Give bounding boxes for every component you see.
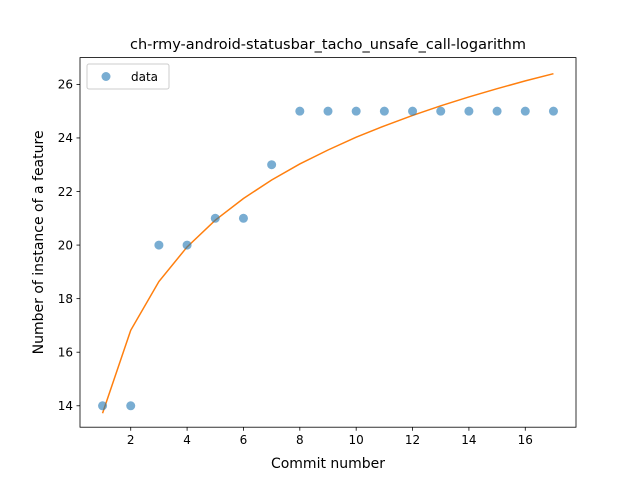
data-point [295, 106, 305, 116]
data-point [210, 213, 220, 223]
data-point [323, 106, 333, 116]
y-tick-label: 16 [58, 346, 73, 360]
y-tick-label: 18 [58, 292, 73, 306]
x-tick-label: 2 [127, 433, 135, 447]
x-axis-label: Commit number [271, 456, 385, 472]
y-tick-label: 26 [58, 78, 73, 92]
legend: data [86, 63, 170, 90]
x-tick-label: 14 [461, 433, 476, 447]
data-point [126, 401, 136, 411]
x-tick-label: 12 [405, 433, 420, 447]
data-point [379, 106, 389, 116]
data-point [267, 160, 277, 170]
data-point [351, 106, 361, 116]
fit-line [101, 72, 554, 414]
legend-marker-data [101, 72, 111, 81]
legend-frame [86, 63, 170, 90]
x-tick-label: 10 [349, 433, 364, 447]
data-point [548, 106, 558, 116]
data-point [464, 106, 474, 116]
x-axis-ticks: 2 4 6 8 10 12 14 16 [127, 427, 533, 447]
data-point [238, 213, 248, 223]
plot-area [80, 57, 576, 428]
fit-line-layer [101, 72, 554, 414]
data-point [520, 106, 530, 116]
data-point [98, 401, 108, 411]
data-point [492, 106, 502, 116]
y-axis-label: Number of instance of a feature [31, 130, 47, 354]
x-tick-label: 4 [183, 433, 191, 447]
legend-label-data: data [131, 70, 158, 84]
data-point [408, 106, 418, 116]
data-point [182, 240, 192, 250]
y-tick-label: 14 [58, 399, 73, 413]
x-tick-label: 8 [296, 433, 304, 447]
data-point [436, 106, 446, 116]
y-tick-label: 24 [58, 131, 73, 145]
x-tick-label: 6 [240, 433, 248, 447]
y-tick-label: 20 [58, 238, 73, 252]
data-point [154, 240, 164, 250]
plot-frame [79, 57, 577, 428]
y-axis-ticks: 14 16 18 20 22 24 26 [58, 78, 80, 413]
x-tick-label: 16 [518, 433, 533, 447]
y-tick-label: 22 [58, 185, 73, 199]
scatter-points-layer [98, 106, 558, 411]
chart-title: ch-rmy-android-statusbar_tacho_unsafe_ca… [130, 37, 526, 53]
